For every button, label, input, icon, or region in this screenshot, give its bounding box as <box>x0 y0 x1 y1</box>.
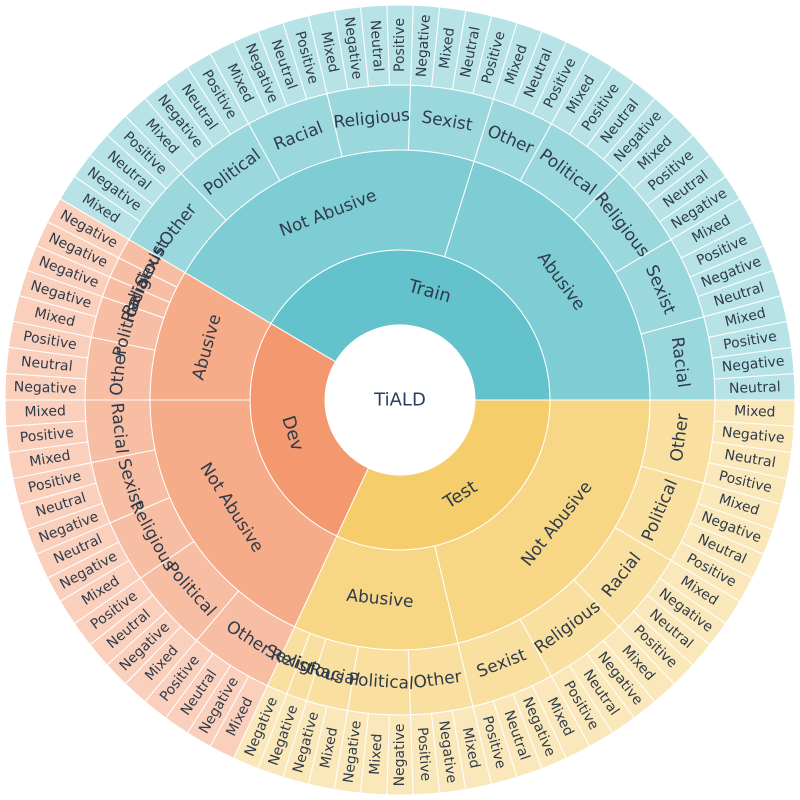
label-test-not-abusive-1-other-4-negative-2: Negative <box>721 424 785 446</box>
sunburst-segments <box>4 4 796 796</box>
label-test-not-abusive-1-other-4-mixed-3: Mixed <box>734 403 776 420</box>
label-train-abusive-0-racial-0-negative-1: Negative <box>721 353 785 375</box>
label-train-not-abusive-1-religious-1-neutral-1: Neutral <box>367 19 386 72</box>
label-test-abusive-0-other-4-positive-0: Positive <box>414 727 434 782</box>
label-dev-abusive-0-other-4-neutral-1: Neutral <box>20 354 73 375</box>
label-train-not-abusive-1-sexist-0-negative-3: Negative <box>414 14 434 78</box>
center-hole[interactable] <box>325 325 475 475</box>
label-dev-not-abusive-1-racial-0-positive-1: Positive <box>19 425 74 446</box>
label-train-not-abusive-1-sexist-0-mixed-2: Mixed <box>437 27 458 70</box>
label-dev-not-abusive-1-racial-0-mixed-0: Mixed <box>24 403 66 420</box>
label-dev-not-abusive-1-racial-0-mixed-2: Mixed <box>28 448 71 471</box>
label-dev-abusive-0-other-4-negative-2: Negative <box>14 379 77 397</box>
label-test-abusive-0-political-3: Political <box>348 670 415 694</box>
segment-test-not-abusive-1-other-4-mixed-3[interactable] <box>713 399 796 427</box>
label-train-not-abusive-1-religious-1-positive-0: Positive <box>392 18 408 72</box>
label-dev-abusive-0-other-4: Other <box>107 347 132 397</box>
label-test-abusive-0-political-3-negative-2: Negative <box>392 724 408 787</box>
label-test-abusive-0-political-3-mixed-1: Mixed <box>367 733 386 775</box>
label-train-abusive-0-racial-0-neutral-0: Neutral <box>729 379 781 397</box>
center-label: TiALD <box>373 390 426 411</box>
